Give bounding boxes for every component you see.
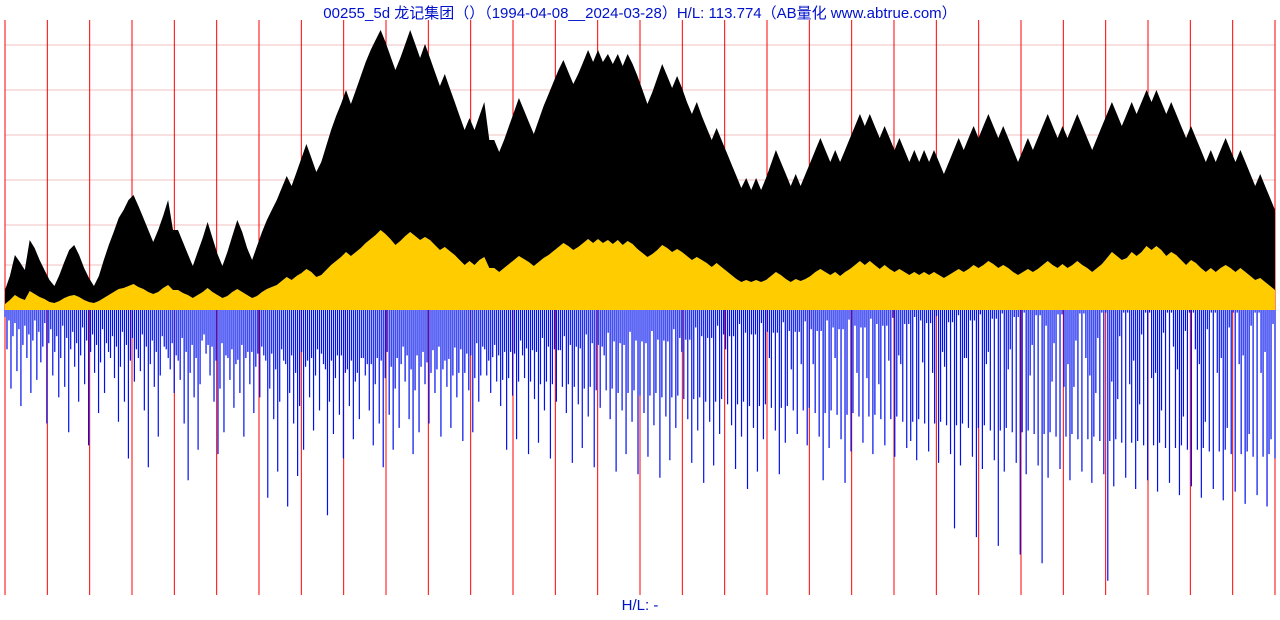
chart-canvas <box>0 0 1280 620</box>
stock-chart: 00255_5d 龙记集团（）（1994-04-08__2024-03-28）H… <box>0 0 1280 620</box>
chart-title: 00255_5d 龙记集团（）（1994-04-08__2024-03-28）H… <box>0 2 1280 23</box>
chart-xlabel: H/L: - <box>0 597 1280 614</box>
